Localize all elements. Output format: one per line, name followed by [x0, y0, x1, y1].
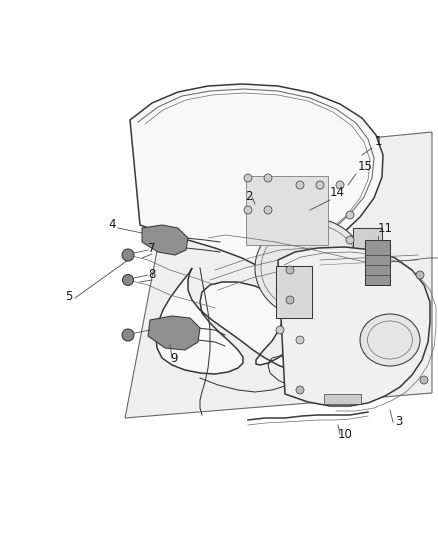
FancyBboxPatch shape: [246, 176, 328, 245]
FancyBboxPatch shape: [324, 394, 361, 404]
Circle shape: [296, 308, 304, 316]
Text: 15: 15: [358, 160, 373, 173]
Circle shape: [122, 249, 134, 261]
Circle shape: [296, 336, 304, 344]
Text: 8: 8: [148, 268, 155, 281]
Circle shape: [416, 271, 424, 279]
Text: 5: 5: [65, 290, 72, 303]
Polygon shape: [365, 240, 390, 285]
Text: 14: 14: [330, 186, 345, 199]
Polygon shape: [278, 247, 430, 406]
Text: 3: 3: [395, 415, 403, 428]
Circle shape: [123, 274, 134, 286]
Text: 7: 7: [148, 242, 155, 255]
Circle shape: [296, 181, 304, 189]
Circle shape: [276, 326, 284, 334]
Circle shape: [244, 206, 252, 214]
Circle shape: [264, 174, 272, 182]
Polygon shape: [142, 225, 188, 255]
Circle shape: [346, 236, 354, 244]
Circle shape: [286, 266, 294, 274]
Polygon shape: [148, 316, 200, 350]
Circle shape: [296, 386, 304, 394]
Circle shape: [264, 206, 272, 214]
Text: 10: 10: [338, 428, 353, 441]
Circle shape: [316, 181, 324, 189]
Text: 4: 4: [108, 218, 116, 231]
Circle shape: [420, 376, 428, 384]
Text: 9: 9: [170, 352, 177, 365]
FancyBboxPatch shape: [276, 266, 312, 318]
Polygon shape: [125, 132, 432, 418]
Ellipse shape: [360, 314, 420, 366]
Ellipse shape: [255, 218, 365, 318]
Circle shape: [346, 211, 354, 219]
Text: 2: 2: [245, 190, 252, 203]
Circle shape: [122, 329, 134, 341]
Text: 11: 11: [378, 222, 393, 235]
Circle shape: [336, 181, 344, 189]
Circle shape: [244, 174, 252, 182]
Circle shape: [286, 296, 294, 304]
FancyBboxPatch shape: [353, 228, 382, 272]
Text: 1: 1: [375, 135, 382, 148]
Polygon shape: [130, 84, 390, 376]
